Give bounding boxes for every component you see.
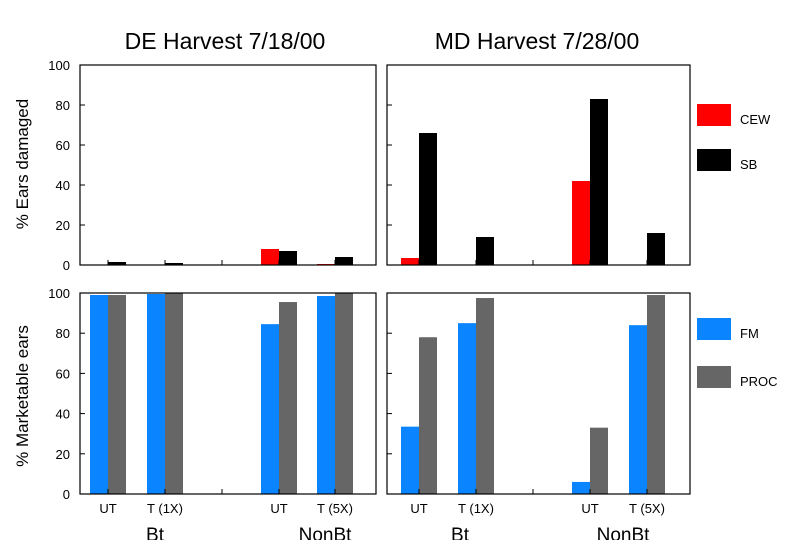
plot-frame: [79, 292, 377, 495]
category-label: T (5X): [317, 501, 353, 516]
title-right: MD Harvest 7/28/00: [435, 28, 640, 54]
legend-swatch-fm: [697, 318, 731, 340]
category-label: T (1X): [458, 501, 494, 516]
bar-fm: [261, 324, 279, 494]
y-tick-label: 60: [56, 138, 70, 153]
category-label: UT: [410, 501, 427, 516]
bar-fm: [147, 294, 165, 494]
bar-sb: [590, 99, 608, 265]
category-label: UT: [581, 501, 598, 516]
bar-sb: [476, 237, 494, 265]
bar-proc: [335, 293, 353, 494]
legend-label-sb: SB: [740, 157, 757, 172]
group-label: NonBt: [299, 525, 353, 540]
y-tick-label: 40: [56, 407, 70, 422]
bar-proc: [647, 295, 665, 494]
y-tick-label: 20: [56, 218, 70, 233]
group-label: Bt: [146, 525, 165, 540]
y-tick-label: 40: [56, 178, 70, 193]
plot-frame: [386, 64, 691, 266]
legend-swatch-proc: [697, 366, 731, 388]
bar-proc: [279, 302, 297, 494]
y-tick-label: 100: [48, 58, 70, 73]
bar-sb: [165, 263, 183, 265]
bar-sb: [108, 262, 126, 265]
bar-fm: [458, 323, 476, 494]
category-label: UT: [270, 501, 287, 516]
y-tick-label: 60: [56, 366, 70, 381]
bar-fm: [629, 325, 647, 494]
y-tick-label: 0: [63, 487, 70, 502]
bar-fm: [317, 296, 335, 494]
bar-sb: [335, 257, 353, 265]
group-label: Bt: [451, 525, 470, 540]
legend-label-fm: FM: [740, 326, 759, 341]
legend-label-cew: CEW: [740, 112, 771, 127]
category-label: UT: [99, 501, 116, 516]
title-left: DE Harvest 7/18/00: [125, 28, 326, 54]
category-label: T (1X): [147, 501, 183, 516]
bar-proc: [108, 295, 126, 494]
bar-fm: [401, 426, 419, 494]
bar-proc: [165, 293, 183, 494]
y-tick-label: 80: [56, 326, 70, 341]
bar-cew: [401, 258, 419, 265]
group-label: NonBt: [597, 525, 651, 540]
legend-label-proc: PROC: [740, 374, 778, 389]
bar-fm: [90, 295, 108, 494]
chart-panels: 0 20 40 60 80 100 0 20 40 60 80 100: [48, 58, 691, 502]
y-tick-label: 80: [56, 98, 70, 113]
chart-panel-3: 0 20 40 60 80 100: [48, 286, 377, 502]
chart-panel-2: [386, 64, 691, 266]
bar-sb: [419, 133, 437, 265]
bar-proc: [419, 337, 437, 494]
category-label: T (5X): [629, 501, 665, 516]
bar-sb: [279, 251, 297, 265]
bar-cew: [572, 181, 590, 265]
bar-proc: [476, 298, 494, 494]
bar-cew: [261, 249, 279, 265]
legend-swatch-sb: [697, 149, 731, 171]
chart-panel-1: 0 20 40 60 80 100: [48, 58, 377, 273]
chart-panel-4: [386, 292, 691, 495]
ylabel-bottom: % Marketable ears: [13, 325, 32, 467]
bar-sb: [647, 233, 665, 265]
plot-frame: [386, 292, 691, 495]
bar-proc: [590, 427, 608, 494]
ylabel-top: % Ears damaged: [13, 99, 32, 229]
y-tick-label: 0: [63, 258, 70, 273]
bar-fm: [572, 481, 590, 494]
plot-frame: [79, 64, 377, 266]
y-tick-label: 100: [48, 286, 70, 301]
y-tick-label: 20: [56, 447, 70, 462]
legend-swatch-cew: [697, 104, 731, 126]
